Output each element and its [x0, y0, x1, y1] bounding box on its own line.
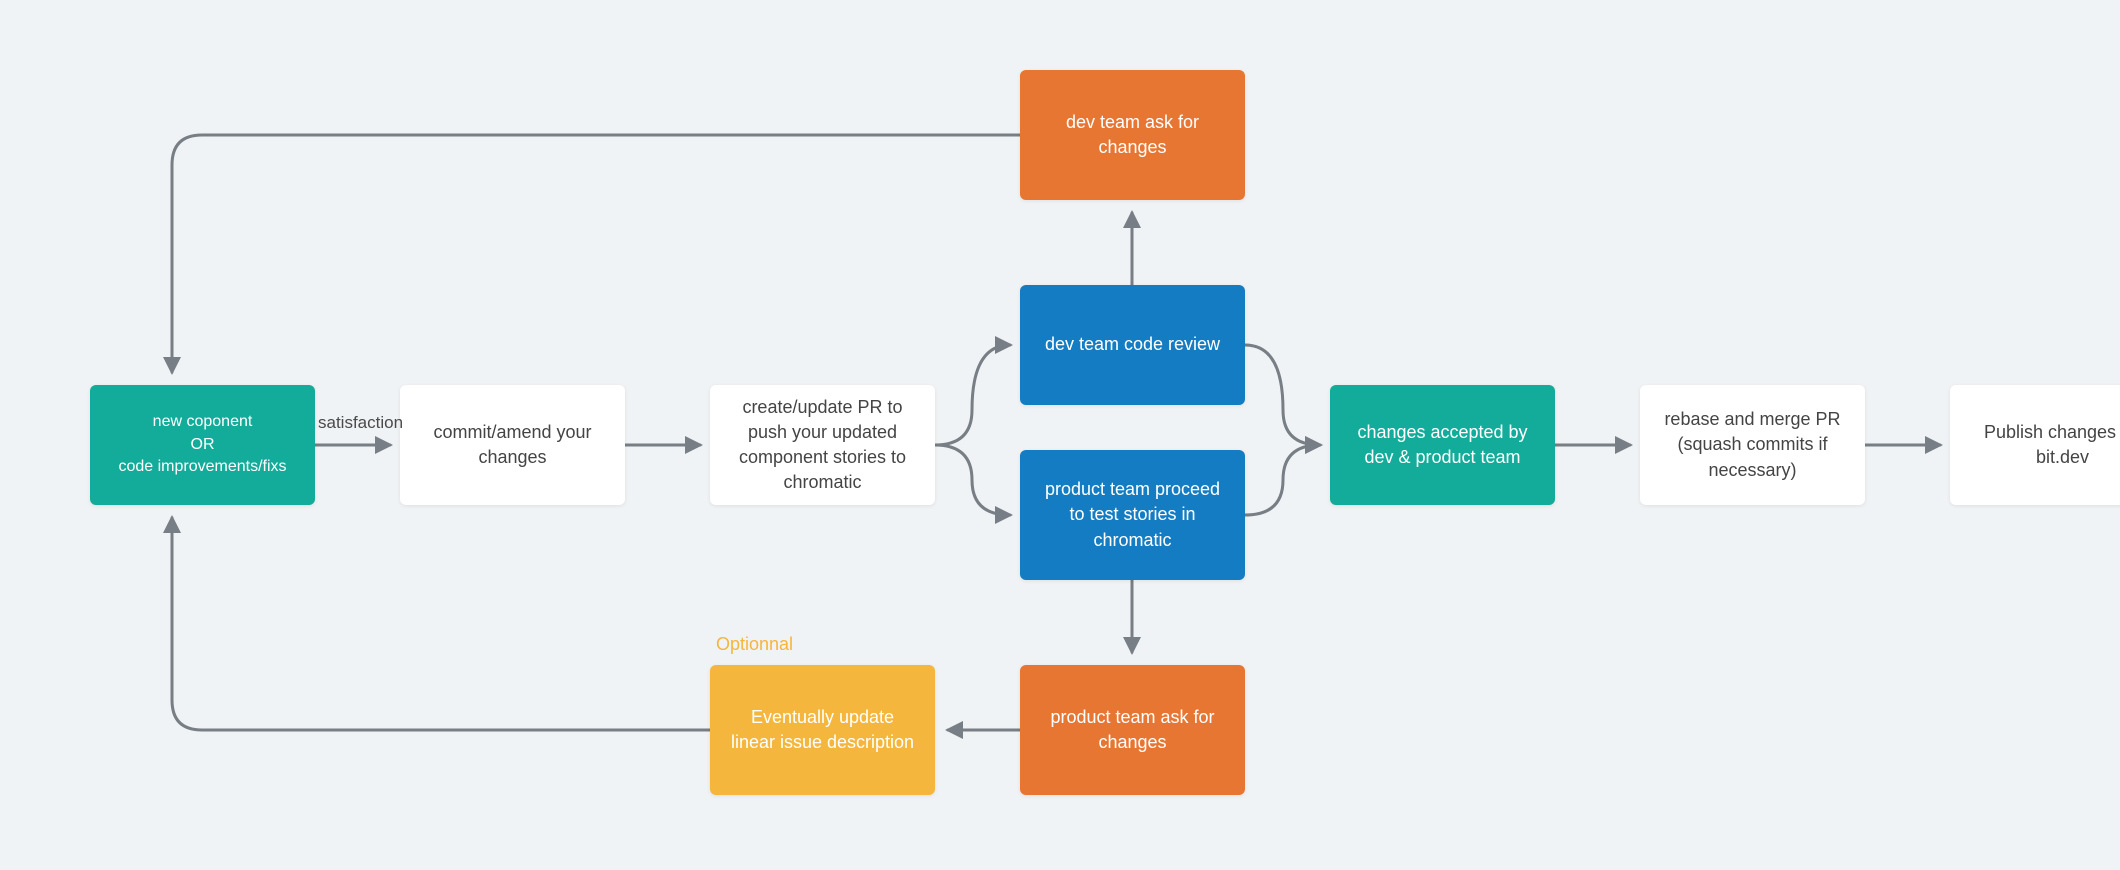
node-linear: Eventually update linear issue descripti…	[710, 665, 935, 795]
node-start: new coponentORcode improvements/fixs	[90, 385, 315, 505]
node-publish: Publish changes on bit.dev	[1950, 385, 2120, 505]
edge-label-satisfaction: satisfaction	[318, 413, 403, 433]
edge-11	[172, 135, 1020, 372]
node-rebase: rebase and merge PR (squash commits if n…	[1640, 385, 1865, 505]
node-devreview: dev team code review	[1020, 285, 1245, 405]
annotation-optional: Optionnal	[716, 634, 793, 655]
node-devask: dev team ask for changes	[1020, 70, 1245, 200]
edge-3	[935, 445, 1010, 515]
edge-4	[1245, 345, 1320, 445]
node-prodask: product team ask for changes	[1020, 665, 1245, 795]
node-commit: commit/amend your changes	[400, 385, 625, 505]
node-accepted: changes accepted by dev & product team	[1330, 385, 1555, 505]
node-pr: create/update PR to push your updated co…	[710, 385, 935, 505]
edge-5	[1245, 445, 1320, 515]
node-prodtest: product team proceed to test stories in …	[1020, 450, 1245, 580]
edge-2	[935, 345, 1010, 445]
edge-12	[172, 518, 710, 730]
